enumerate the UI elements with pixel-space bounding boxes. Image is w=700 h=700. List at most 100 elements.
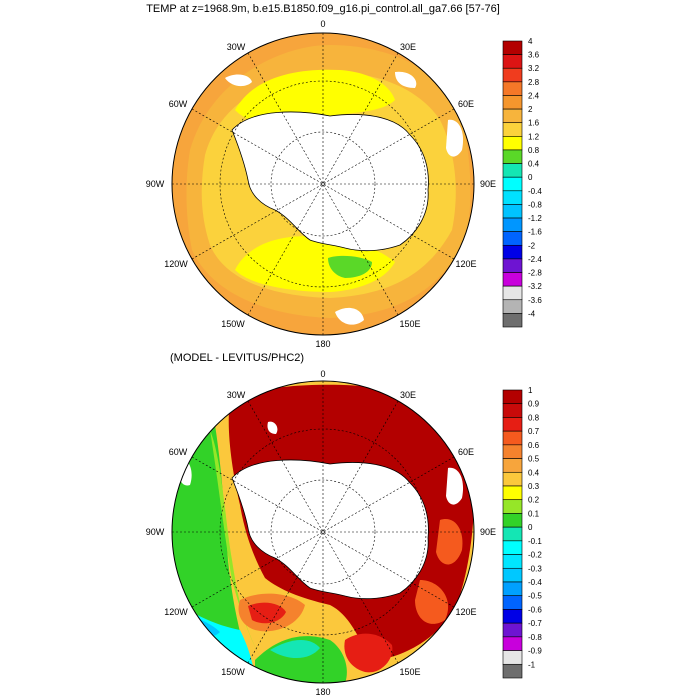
bottom-colorbar-swatch xyxy=(502,499,523,514)
bottom-colorbar-swatch xyxy=(502,595,523,610)
bottom-colorbar-swatch xyxy=(502,567,523,583)
bottom-colorbar-swatch xyxy=(502,403,523,418)
top-colorbar-label: -4 xyxy=(528,309,536,318)
top-colorbar-swatch xyxy=(502,231,523,246)
top-colorbar-label: 3.6 xyxy=(528,51,540,60)
bottom-lon-label: 90W xyxy=(146,527,165,537)
bottom-colorbar-swatch xyxy=(502,389,523,405)
top-colorbar-swatch xyxy=(502,176,523,192)
top-map-border xyxy=(171,32,475,336)
top-colorbar-swatch xyxy=(502,122,523,137)
bottom-colorbar-swatch xyxy=(502,526,523,542)
bottom-colorbar-label: 0 xyxy=(528,523,533,532)
bottom-lon-label: 60E xyxy=(458,447,474,457)
bottom-colorbar-swatch xyxy=(502,444,523,459)
bottom-colorbar-label: -0.5 xyxy=(528,592,542,601)
top-colorbar-swatch xyxy=(502,217,523,232)
bottom-colorbar-label: 0.5 xyxy=(528,455,540,464)
top-colorbar-swatch xyxy=(502,40,523,55)
top-graticule-70s xyxy=(270,131,376,237)
top-colorbar-swatch xyxy=(502,272,523,287)
bottom-colorbar-label: -0.6 xyxy=(528,605,542,614)
bottom-colorbar-label: -0.3 xyxy=(528,564,542,573)
bottom-graticule-70s xyxy=(270,479,376,585)
bottom-lon-label: 0 xyxy=(320,369,325,379)
top-land-north-white xyxy=(225,71,417,88)
bottom-colorbar-swatch xyxy=(502,513,523,528)
top-lon-label: 60W xyxy=(169,99,188,109)
bottom-map xyxy=(171,380,475,684)
bottom-lon-label: 120E xyxy=(455,607,476,617)
bottom-antarctica xyxy=(231,459,429,600)
top-lon-label: 150E xyxy=(399,319,420,329)
top-lon-label: 0 xyxy=(320,19,325,29)
bottom-title: (MODEL - LEVITUS/PHC2) xyxy=(170,352,304,364)
bottom-colorbar-swatch xyxy=(502,636,523,651)
top-colorbar-swatch xyxy=(502,244,523,260)
top-lon-label: 30W xyxy=(227,42,246,52)
top-colorbar-label: -2.4 xyxy=(528,255,542,264)
top-colorbar-label: 1.6 xyxy=(528,119,540,128)
bottom-colorbar-label: 0.9 xyxy=(528,400,540,409)
bottom-colorbar-label: -0.2 xyxy=(528,551,542,560)
bottom-colorbar-swatch xyxy=(502,663,523,679)
top-colorbar-label: -0.4 xyxy=(528,187,542,196)
bottom-colorbar-swatch xyxy=(502,458,523,473)
top-colorbar-swatch xyxy=(502,149,523,164)
top-colorbar-label: 1.2 xyxy=(528,132,540,141)
top-colorbar-swatch xyxy=(502,299,523,314)
top-colorbar-swatch xyxy=(502,81,523,96)
top-green-patch xyxy=(328,255,372,278)
top-lon-label: 30E xyxy=(400,42,416,52)
bottom-east-orange xyxy=(415,519,463,624)
bottom-colorbar-swatch xyxy=(502,622,523,638)
top-colorbar-swatch xyxy=(502,285,523,301)
bottom-colorbar-swatch xyxy=(502,430,523,446)
top-colorbar-swatch xyxy=(502,136,523,151)
top-colorbar-label: -1.6 xyxy=(528,228,542,237)
bottom-colorbar-label: 0.1 xyxy=(528,509,540,518)
bottom-lon-label: 150W xyxy=(221,667,245,677)
top-colorbar-swatch xyxy=(502,204,523,219)
bottom-colorbar-label: 0.7 xyxy=(528,427,540,436)
top-colorbar-label: -0.8 xyxy=(528,200,542,209)
top-colorbar-swatch xyxy=(502,67,523,83)
top-colorbar-label: -1.2 xyxy=(528,214,542,223)
top-band-yellow-north xyxy=(235,69,395,124)
top-colorbar-label: 2 xyxy=(528,105,533,114)
bottom-colorbar-label: 0.2 xyxy=(528,496,540,505)
bottom-colorbar-label: -0.4 xyxy=(528,578,542,587)
bottom-colorbar-label: -0.1 xyxy=(528,537,542,546)
top-colorbar-label: -2.8 xyxy=(528,269,542,278)
bottom-colorbar-label: 0.6 xyxy=(528,441,540,450)
top-colorbar-label: -3.2 xyxy=(528,282,542,291)
top-lon-label: 90W xyxy=(146,179,165,189)
top-lon-label: 120W xyxy=(164,259,188,269)
bottom-southwest-red xyxy=(248,602,286,624)
bottom-colorbar-swatch xyxy=(502,609,523,624)
bottom-lon-label: 30E xyxy=(400,390,416,400)
top-lon-label: 90E xyxy=(480,179,496,189)
top-land-east-white xyxy=(446,119,464,157)
bottom-colorbar-label: -0.9 xyxy=(528,647,542,656)
bottom-lon-label: 30W xyxy=(227,390,246,400)
top-lon-label: 120E xyxy=(455,259,476,269)
bottom-colorbar-swatch xyxy=(502,581,523,597)
bottom-colorbar-label: -0.7 xyxy=(528,619,542,628)
bottom-colorbar-swatch xyxy=(502,554,523,569)
bottom-lon-label: 180 xyxy=(315,687,330,697)
bottom-colorbar-swatch xyxy=(502,650,523,665)
bottom-colorbar-swatch xyxy=(502,417,523,432)
bottom-colorbar-label: 1 xyxy=(528,386,533,395)
top-colorbar: 4 3.6 3.2 2.8 2.4 2 1.6 1.2 0.8 0.4 0 -0.4 -0.8 -1.2 -… xyxy=(502,37,542,328)
bottom-colorbar-label: -1 xyxy=(528,660,536,669)
top-colorbar-label: 0 xyxy=(528,173,533,182)
top-title: TEMP at z=1968.9m, b.e15.B1850.f09_g16.p… xyxy=(146,3,500,15)
bottom-west-lightgreen xyxy=(210,430,262,660)
top-colorbar-swatch xyxy=(502,190,523,205)
bottom-south-teal xyxy=(270,639,320,659)
top-colorbar-swatch xyxy=(502,54,523,69)
bottom-map-border xyxy=(171,380,475,684)
top-colorbar-label: 0.4 xyxy=(528,160,540,169)
